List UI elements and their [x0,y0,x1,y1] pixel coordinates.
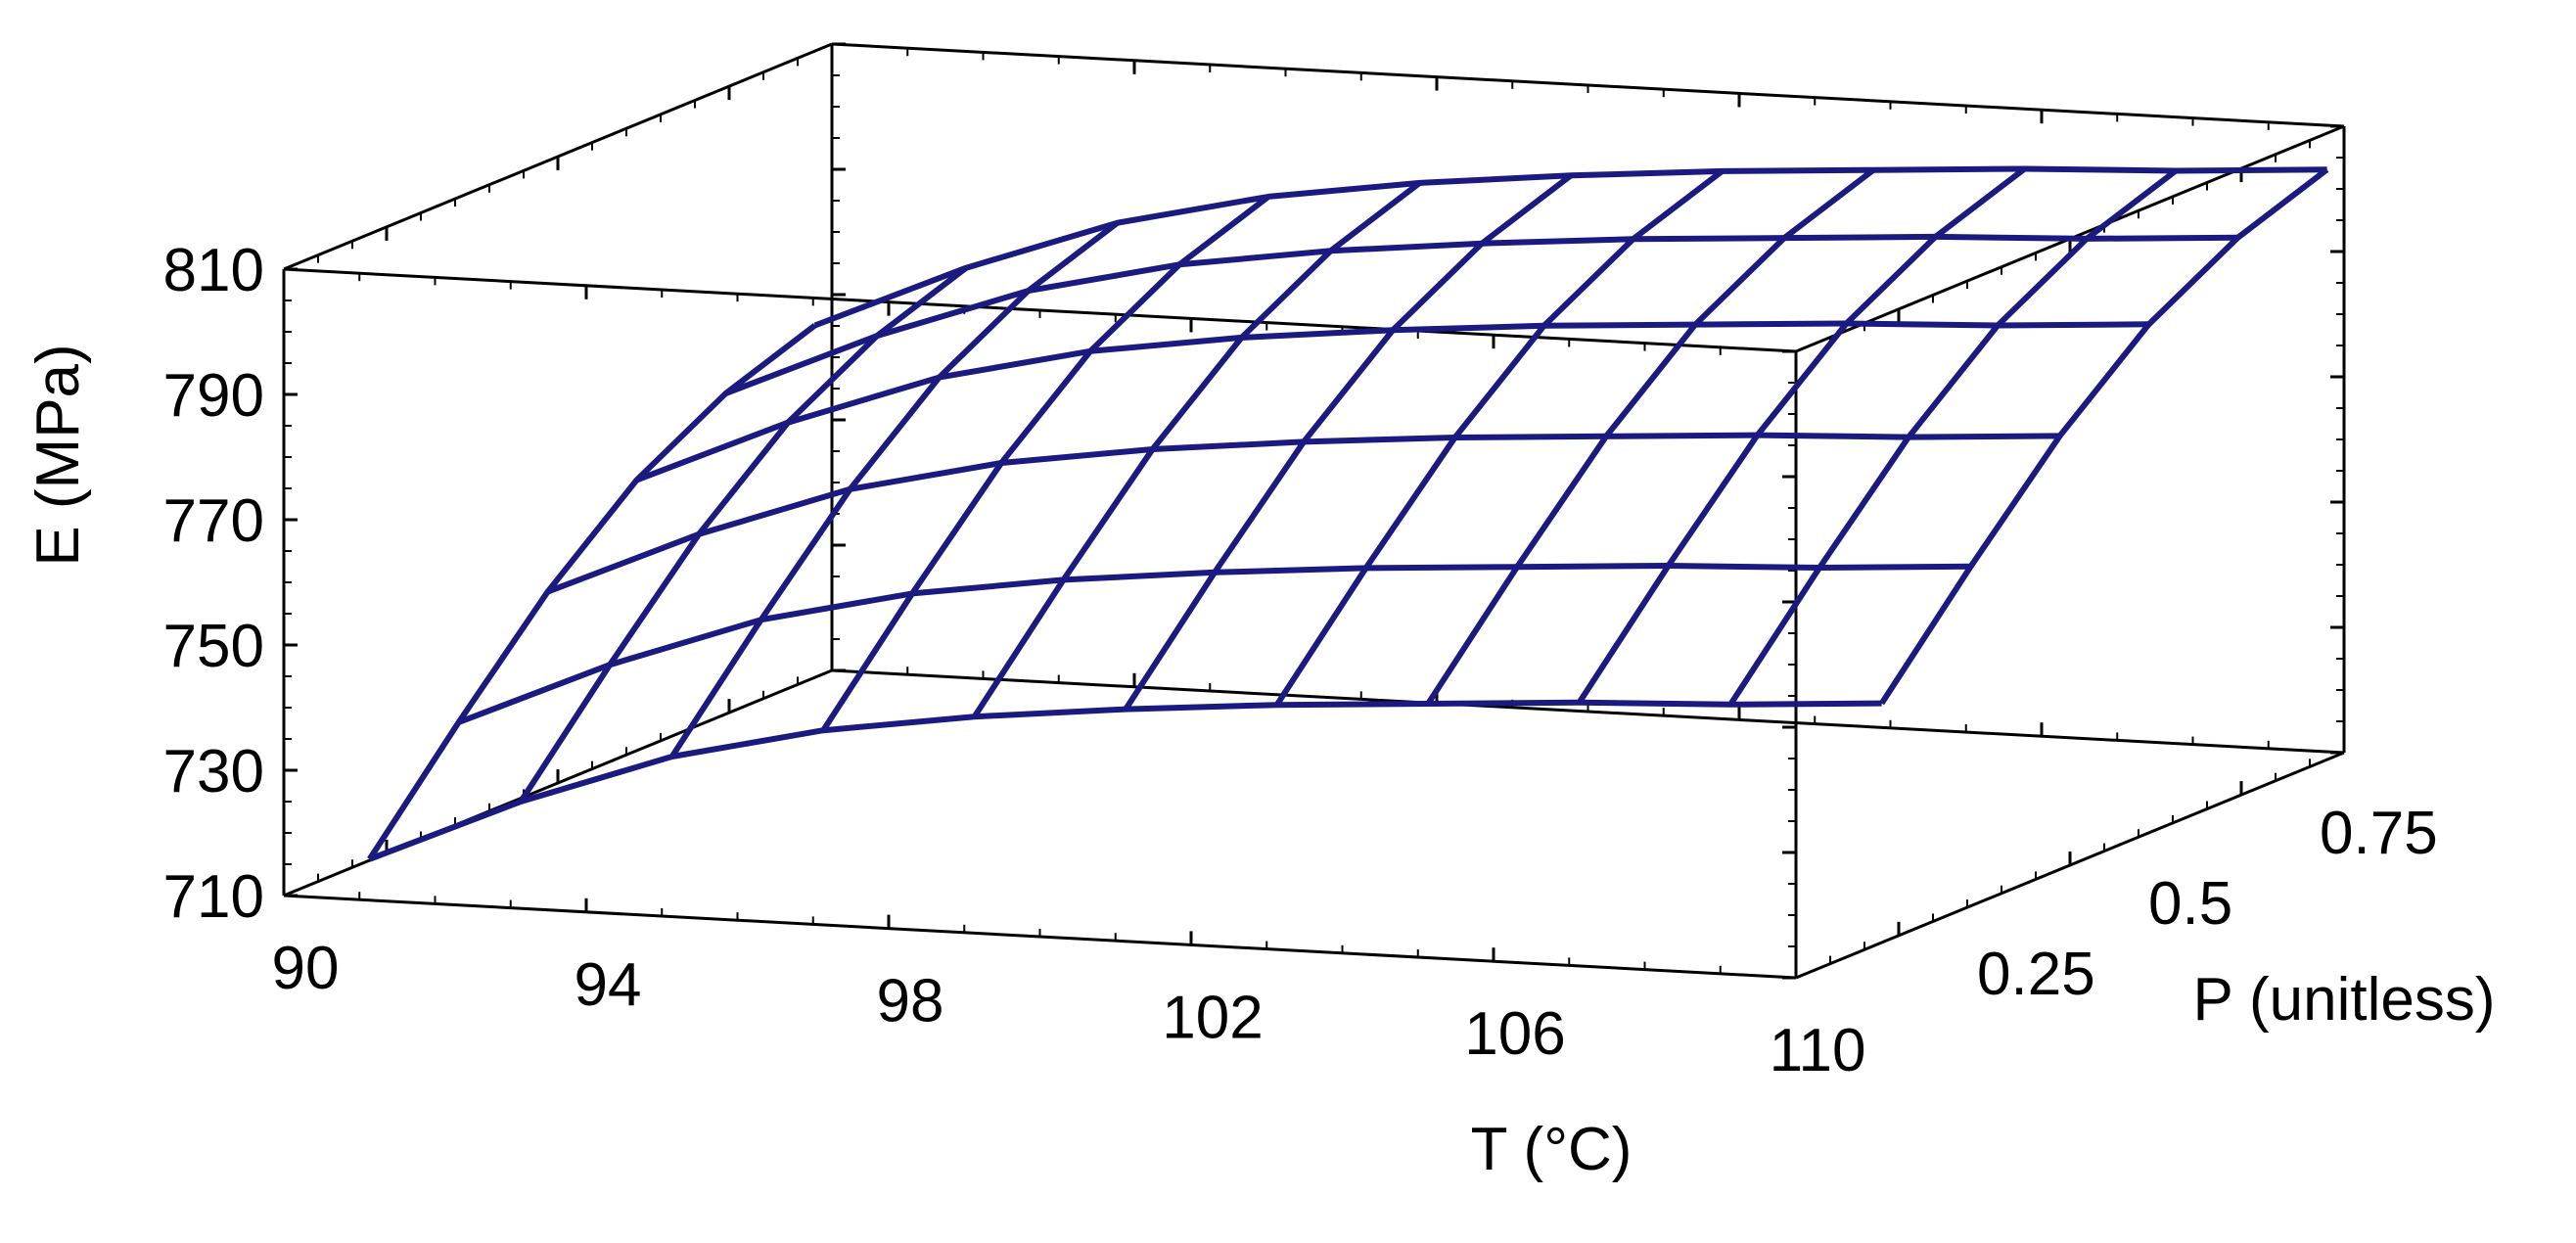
y-tick-label: 0.5 [2148,870,2232,938]
z-axis-title: E (MPa) [24,344,92,566]
z-tick-label: 790 [163,362,264,430]
surface-mesh [367,165,2329,862]
surface-line-p [368,699,1882,862]
y-tick-label: 0.75 [2320,800,2438,867]
x-tick-label: 106 [1464,1000,1565,1068]
z-tick-label: 750 [163,613,264,680]
z-tick-label: 770 [163,487,264,555]
x-tick-label: 102 [1162,984,1263,1051]
z-tick-label: 730 [163,738,264,806]
surface-line-t [1879,166,2329,706]
x-axis-title: T (°C) [1471,1116,1633,1183]
surface-line-p [457,563,1971,725]
surface-line-t [1425,167,1875,706]
z-tick-label: 810 [163,237,264,304]
x-tick-label: 98 [877,968,944,1036]
surface-line-t [669,220,1120,759]
surface-line-t [1577,166,2027,705]
x-tick-label: 90 [272,935,340,1002]
surface-line-t [367,323,817,861]
surface-line-t [1727,168,2178,707]
surface-line-t [1123,172,1573,712]
surface-line-t [1274,168,1725,707]
tick-marks [282,42,2346,980]
z-tick-label: 710 [163,863,264,931]
y-axis-title: P (unitless) [2193,966,2496,1034]
tick-labels: 710 730 750 770 790 810 90 94 98 102 106 110 0.25 0.5… [163,237,2438,1084]
surface-line-t [820,194,1270,732]
surface-line-t [972,180,1422,718]
x-tick-label: 94 [575,951,642,1019]
surface-line-t [518,265,968,804]
plot-box [282,42,2346,980]
x-tick-label: 110 [1770,1017,1866,1084]
y-tick-label: 0.25 [1977,941,2095,1008]
